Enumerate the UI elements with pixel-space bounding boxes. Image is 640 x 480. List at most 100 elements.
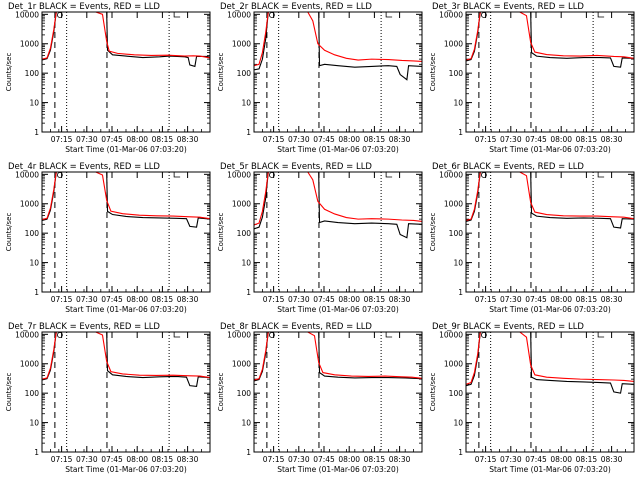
series-group bbox=[254, 332, 422, 382]
series-line bbox=[42, 12, 210, 60]
y-tick-label: 1000 bbox=[232, 40, 251, 49]
series-group bbox=[254, 172, 422, 239]
x-tick-label: 08:30 bbox=[601, 455, 623, 464]
detector-panel: Det_7r BLACK = Events, RED = LLD Counts/s… bbox=[5, 322, 211, 474]
plot-frame bbox=[41, 171, 211, 293]
y-tick-label: 10000 bbox=[15, 170, 39, 179]
y-tick-label: 10 bbox=[453, 99, 463, 108]
y-tick-label: 1 bbox=[246, 128, 251, 137]
y-tick-label: 100 bbox=[25, 389, 40, 398]
x-tick-label: 08:15 bbox=[364, 135, 386, 144]
top-marker-bracket bbox=[597, 332, 605, 338]
y-tick-label: 10000 bbox=[439, 170, 463, 179]
y-tick-label: 1 bbox=[246, 288, 251, 297]
y-tick-label: 1000 bbox=[444, 200, 463, 209]
panel-title: Det_1r BLACK = Events, RED = LLD bbox=[8, 2, 160, 12]
x-tick-label: 07:30 bbox=[76, 135, 98, 144]
y-tick-label: 1000 bbox=[444, 360, 463, 369]
y-tick-label: 10 bbox=[29, 419, 39, 428]
panel-title: Det_5r BLACK = Events, RED = LLD bbox=[220, 162, 372, 172]
series-line bbox=[42, 172, 210, 221]
panel-title: Det_4r BLACK = Events, RED = LLD bbox=[8, 162, 160, 172]
x-tick-label: 08:00 bbox=[550, 295, 572, 304]
x-tick-label: 08:30 bbox=[389, 455, 411, 464]
y-tick-label: 1000 bbox=[20, 360, 39, 369]
x-tick-label: 08:30 bbox=[389, 295, 411, 304]
y-axis-label: Counts/sec bbox=[5, 213, 13, 252]
y-tick-label: 100 bbox=[25, 229, 40, 238]
plot-frame bbox=[253, 11, 423, 133]
y-tick-label: 10 bbox=[29, 259, 39, 268]
series-line bbox=[42, 12, 210, 68]
x-axis-label: Start Time (01-Mar-06 07:03:20) bbox=[65, 305, 187, 314]
x-tick-label: 08:30 bbox=[389, 135, 411, 144]
y-tick-label: 1000 bbox=[20, 40, 39, 49]
x-tick-label: 08:00 bbox=[338, 455, 360, 464]
panel-title: Det_6r BLACK = Events, RED = LLD bbox=[432, 162, 584, 172]
x-tick-label: 08:30 bbox=[601, 295, 623, 304]
x-tick-label: 07:45 bbox=[525, 135, 547, 144]
plot-frame bbox=[465, 11, 635, 133]
x-tick-label: 08:15 bbox=[152, 135, 174, 144]
x-tick-label: 07:45 bbox=[525, 455, 547, 464]
top-marker-bracket bbox=[597, 172, 605, 178]
x-tick-label: 07:30 bbox=[500, 295, 522, 304]
x-tick-label: 08:15 bbox=[152, 295, 174, 304]
series-line bbox=[42, 172, 210, 228]
series-line bbox=[42, 332, 210, 380]
series-line bbox=[466, 172, 634, 229]
detector-panel: Det_9r BLACK = Events, RED = LLD Counts/s… bbox=[429, 322, 635, 474]
x-tick-label: 07:45 bbox=[101, 135, 123, 144]
x-tick-label: 08:30 bbox=[177, 295, 199, 304]
y-axis-label: Counts/sec bbox=[5, 373, 13, 412]
detector-panel: Det_6r BLACK = Events, RED = LLD Counts/s… bbox=[429, 162, 635, 314]
x-tick-label: 07:30 bbox=[288, 135, 310, 144]
x-tick-label: 08:30 bbox=[177, 455, 199, 464]
y-tick-label: 1 bbox=[34, 448, 39, 457]
y-tick-label: 10 bbox=[453, 419, 463, 428]
x-tick-label: 08:15 bbox=[576, 455, 598, 464]
y-tick-label: 1 bbox=[34, 288, 39, 297]
x-tick-label: 07:15 bbox=[263, 135, 285, 144]
y-tick-label: 10000 bbox=[15, 330, 39, 339]
x-axis-label: Start Time (01-Mar-06 07:03:20) bbox=[277, 465, 399, 474]
plot-frame bbox=[41, 11, 211, 133]
x-tick-label: 08:30 bbox=[177, 135, 199, 144]
detector-panel: Det_2r BLACK = Events, RED = LLD Counts/s… bbox=[217, 2, 423, 154]
series-line bbox=[254, 172, 422, 239]
x-tick-label: 08:15 bbox=[576, 135, 598, 144]
y-tick-label: 10000 bbox=[15, 10, 39, 19]
panel-title: Det_2r BLACK = Events, RED = LLD bbox=[220, 2, 372, 12]
y-tick-label: 100 bbox=[25, 69, 40, 78]
x-tick-label: 07:30 bbox=[288, 295, 310, 304]
y-axis-label: Counts/sec bbox=[217, 373, 225, 412]
x-tick-label: 08:00 bbox=[550, 135, 572, 144]
x-tick-label: 07:30 bbox=[76, 295, 98, 304]
x-axis-label: Start Time (01-Mar-06 07:03:20) bbox=[65, 145, 187, 154]
detector-panel: Det_1r BLACK = Events, RED = LLD Counts/s… bbox=[5, 2, 211, 154]
y-tick-label: 100 bbox=[237, 69, 252, 78]
y-tick-label: 100 bbox=[449, 229, 464, 238]
top-marker-bracket bbox=[173, 12, 181, 18]
y-tick-label: 1000 bbox=[232, 200, 251, 209]
panel-title: Det_8r BLACK = Events, RED = LLD bbox=[220, 322, 372, 332]
plot-frame bbox=[253, 171, 423, 293]
series-group bbox=[42, 172, 210, 228]
top-marker-bracket bbox=[173, 172, 181, 178]
y-tick-label: 10000 bbox=[439, 330, 463, 339]
series-group bbox=[254, 12, 422, 81]
x-tick-label: 08:00 bbox=[338, 135, 360, 144]
x-tick-label: 07:45 bbox=[313, 135, 335, 144]
y-tick-label: 100 bbox=[237, 389, 252, 398]
panel-title: Det_7r BLACK = Events, RED = LLD bbox=[8, 322, 160, 332]
x-tick-label: 07:30 bbox=[500, 135, 522, 144]
y-tick-label: 100 bbox=[449, 389, 464, 398]
x-tick-label: 08:15 bbox=[364, 455, 386, 464]
x-axis-label: Start Time (01-Mar-06 07:03:20) bbox=[65, 465, 187, 474]
top-marker-bracket bbox=[173, 332, 181, 338]
detector-panel: Det_5r BLACK = Events, RED = LLD Counts/s… bbox=[217, 162, 423, 314]
x-tick-label: 07:45 bbox=[313, 295, 335, 304]
x-tick-label: 07:15 bbox=[475, 295, 497, 304]
x-tick-label: 08:15 bbox=[364, 295, 386, 304]
